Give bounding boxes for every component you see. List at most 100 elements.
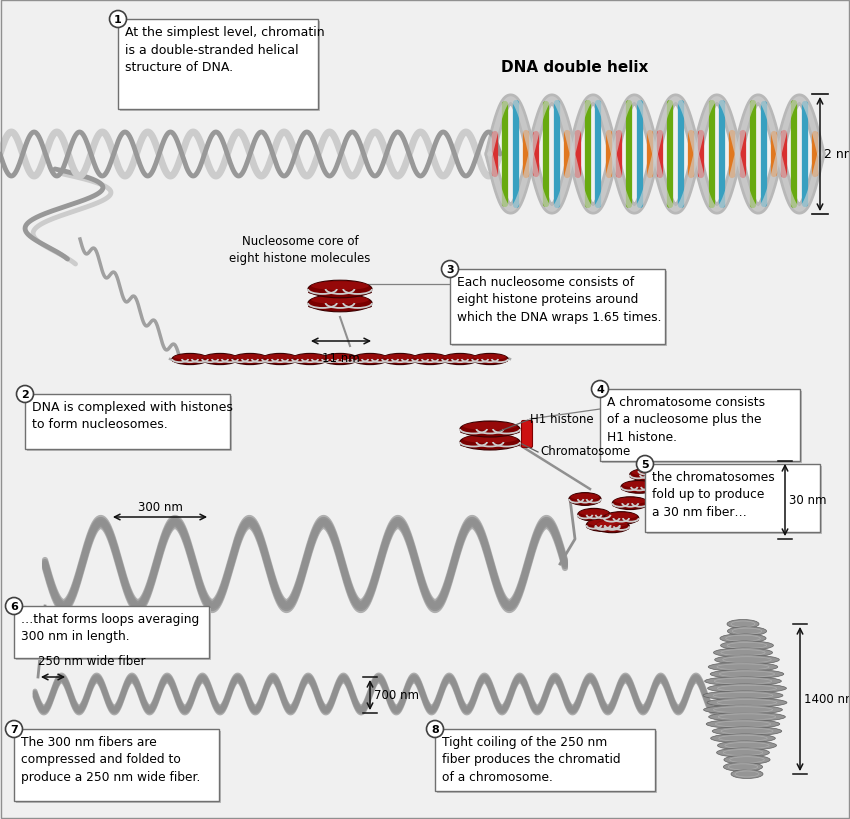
- Ellipse shape: [720, 634, 766, 643]
- Ellipse shape: [630, 475, 667, 481]
- FancyBboxPatch shape: [120, 22, 320, 112]
- Ellipse shape: [665, 501, 705, 514]
- FancyBboxPatch shape: [27, 396, 232, 451]
- Text: 2 nm: 2 nm: [824, 148, 850, 161]
- Ellipse shape: [234, 355, 266, 360]
- Ellipse shape: [759, 493, 791, 506]
- Ellipse shape: [463, 423, 517, 431]
- Ellipse shape: [638, 465, 677, 478]
- Ellipse shape: [586, 519, 620, 532]
- Ellipse shape: [632, 469, 666, 476]
- FancyBboxPatch shape: [14, 606, 209, 658]
- Ellipse shape: [308, 281, 372, 298]
- Ellipse shape: [722, 480, 756, 486]
- Text: …that forms loops averaging
300 nm in length.: …that forms loops averaging 300 nm in le…: [21, 613, 199, 643]
- Circle shape: [637, 456, 654, 473]
- Text: 11 nm: 11 nm: [322, 351, 360, 364]
- Ellipse shape: [172, 354, 208, 365]
- Ellipse shape: [578, 509, 610, 522]
- Ellipse shape: [204, 355, 236, 360]
- Ellipse shape: [412, 360, 448, 364]
- Text: H1 histone: H1 histone: [530, 413, 593, 426]
- Ellipse shape: [595, 527, 629, 532]
- Ellipse shape: [308, 303, 372, 310]
- FancyBboxPatch shape: [647, 467, 822, 534]
- Text: Tight coiling of the 250 nm
fiber produces the chromatid
of a chromosome.: Tight coiling of the 250 nm fiber produc…: [442, 735, 620, 783]
- Ellipse shape: [655, 485, 695, 497]
- Ellipse shape: [705, 506, 737, 513]
- FancyBboxPatch shape: [602, 391, 802, 464]
- Ellipse shape: [232, 360, 268, 364]
- Ellipse shape: [750, 477, 782, 490]
- FancyBboxPatch shape: [16, 731, 221, 803]
- Ellipse shape: [733, 467, 763, 473]
- Ellipse shape: [605, 513, 637, 519]
- Ellipse shape: [713, 649, 773, 658]
- Ellipse shape: [658, 486, 694, 492]
- Text: 6: 6: [10, 601, 18, 611]
- Ellipse shape: [472, 354, 508, 365]
- Ellipse shape: [724, 755, 770, 764]
- Ellipse shape: [702, 505, 739, 518]
- Ellipse shape: [604, 512, 638, 525]
- Ellipse shape: [721, 641, 774, 650]
- Ellipse shape: [640, 466, 675, 473]
- Text: 7: 7: [10, 724, 18, 734]
- Ellipse shape: [714, 490, 746, 496]
- Ellipse shape: [742, 468, 772, 474]
- Ellipse shape: [232, 354, 268, 365]
- Ellipse shape: [683, 527, 722, 532]
- Ellipse shape: [647, 471, 686, 484]
- Ellipse shape: [570, 494, 599, 500]
- Ellipse shape: [292, 360, 328, 364]
- Ellipse shape: [202, 360, 238, 364]
- Ellipse shape: [647, 477, 686, 482]
- Text: 2: 2: [21, 390, 29, 400]
- Text: 700 nm: 700 nm: [374, 689, 419, 702]
- Ellipse shape: [708, 663, 778, 672]
- FancyBboxPatch shape: [16, 609, 211, 660]
- Ellipse shape: [597, 521, 627, 527]
- Ellipse shape: [712, 726, 782, 735]
- Text: DNA double helix: DNA double helix: [502, 61, 649, 75]
- Ellipse shape: [612, 497, 649, 510]
- Ellipse shape: [202, 354, 238, 365]
- Text: 30 nm: 30 nm: [789, 494, 826, 507]
- Text: 8: 8: [431, 724, 439, 734]
- Ellipse shape: [382, 360, 418, 364]
- Ellipse shape: [354, 355, 386, 360]
- Ellipse shape: [414, 355, 446, 360]
- Ellipse shape: [382, 354, 418, 365]
- Ellipse shape: [472, 360, 508, 364]
- Ellipse shape: [311, 296, 369, 305]
- Ellipse shape: [460, 429, 520, 436]
- Ellipse shape: [292, 354, 328, 365]
- Ellipse shape: [308, 295, 372, 312]
- Ellipse shape: [612, 503, 649, 509]
- Ellipse shape: [580, 509, 609, 516]
- Ellipse shape: [666, 502, 702, 509]
- Ellipse shape: [442, 354, 478, 365]
- Ellipse shape: [311, 282, 369, 291]
- Text: 5: 5: [641, 459, 649, 469]
- Ellipse shape: [723, 762, 762, 771]
- Ellipse shape: [173, 355, 207, 360]
- FancyBboxPatch shape: [118, 20, 318, 110]
- Circle shape: [16, 386, 33, 403]
- Ellipse shape: [262, 354, 298, 365]
- Ellipse shape: [614, 498, 646, 505]
- Ellipse shape: [740, 473, 774, 478]
- Ellipse shape: [586, 525, 620, 531]
- Ellipse shape: [711, 734, 775, 743]
- Text: Each nucleosome consists of
eight histone proteins around
which the DNA wraps 1.: Each nucleosome consists of eight histon…: [457, 276, 661, 324]
- Text: Chromatosome: Chromatosome: [540, 445, 630, 458]
- Ellipse shape: [676, 516, 711, 522]
- Ellipse shape: [731, 770, 763, 779]
- FancyBboxPatch shape: [437, 731, 657, 793]
- Ellipse shape: [322, 354, 358, 365]
- Ellipse shape: [674, 521, 713, 527]
- Ellipse shape: [649, 472, 684, 478]
- Ellipse shape: [352, 354, 388, 365]
- Text: A chromatosome consists
of a nucleosome plus the
H1 histone.: A chromatosome consists of a nucleosome …: [607, 396, 765, 443]
- FancyBboxPatch shape: [522, 421, 532, 448]
